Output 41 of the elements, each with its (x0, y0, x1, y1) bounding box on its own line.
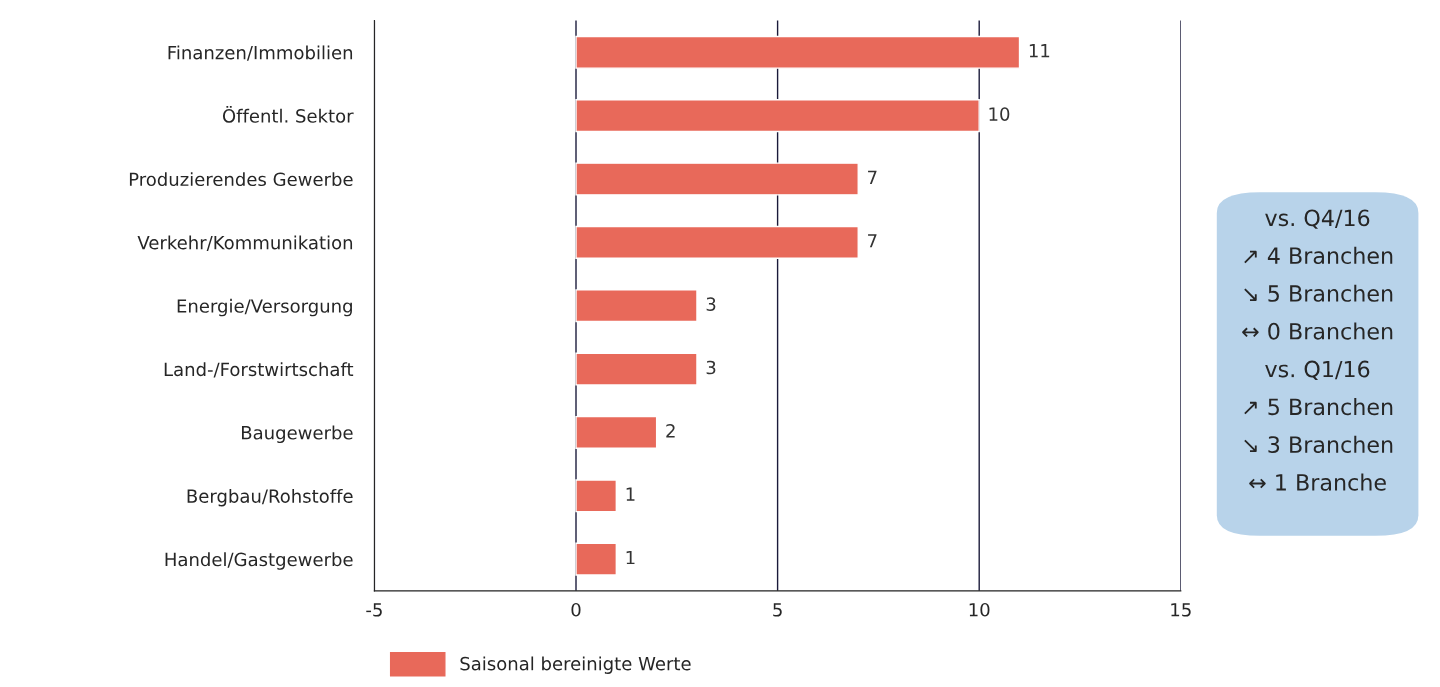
bar (575, 99, 980, 133)
legend-label: Saisonal bereinigte Werte (460, 656, 691, 674)
y-tick-label: Öffentl. Sektor (222, 106, 354, 123)
y-tick-label: Handel/Gastgewerbe (165, 552, 353, 570)
bar (575, 479, 618, 513)
bar (575, 542, 618, 576)
data-label: 1 (626, 550, 635, 565)
text: ↗ 5 Branchen (1244, 398, 1393, 416)
text: vs. Q4/16 (1265, 209, 1370, 229)
text: ↗ 4 Branchen (1244, 246, 1393, 265)
data-label: 2 (666, 424, 675, 438)
data-label: 7 (868, 234, 877, 248)
data-label: 11 (1029, 44, 1050, 58)
bar (575, 289, 698, 323)
data-label: 10 (989, 107, 1010, 121)
bar (575, 352, 698, 386)
y-tick-label: Verkehr/Kommunikation (137, 235, 353, 251)
y-tick-label: Produzierendes Gewerbe (129, 172, 353, 187)
data-label: 7 (868, 170, 877, 184)
y-tick-label: Energie/Versorgung (177, 298, 352, 317)
bar (575, 225, 859, 259)
y-tick-label: Baugewerbe (242, 425, 353, 444)
text: ↔ 0 Branchen (1242, 322, 1393, 340)
bar (575, 35, 1021, 69)
data-label: 3 (706, 297, 716, 311)
bar (575, 415, 658, 449)
text: ↘ 3 Branchen (1244, 435, 1393, 453)
x-tick-label: 5 (773, 603, 782, 617)
y-tick-label: Finanzen/Immobilien (168, 45, 353, 61)
x-tick-label: 15 (1171, 603, 1191, 617)
text: ↘ 5 Branchen (1244, 284, 1393, 302)
text: vs. Q1/16 (1265, 360, 1370, 380)
data-label: 1 (626, 487, 635, 501)
text: ↔ 1 Branche (1249, 473, 1386, 491)
x-tick-label: 10 (969, 602, 990, 617)
data-label: 3 (706, 360, 716, 375)
x-tick-label: 0 (571, 602, 581, 617)
y-tick-label: Land-/Forstwirtschaft (164, 362, 354, 378)
bar (575, 162, 859, 196)
y-tick-label: Bergbau/Rohstoffe (187, 488, 353, 507)
x-tick-label: -5 (366, 603, 382, 617)
